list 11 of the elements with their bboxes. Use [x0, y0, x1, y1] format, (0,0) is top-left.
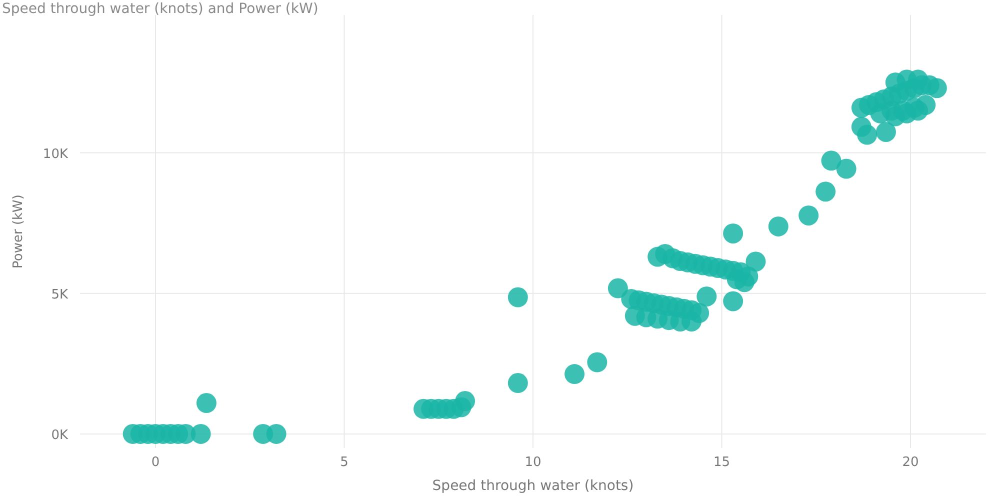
chart-title: Speed through water (knots) and Power (kW)	[2, 1, 318, 17]
x-tick-label: 10	[524, 455, 542, 470]
y-tick-label: 0K	[51, 428, 68, 443]
x-tick-label: 5	[340, 455, 348, 470]
y-axis-title: Power (kW)	[11, 194, 26, 268]
x-tick-label: 20	[902, 455, 919, 470]
x-tick-label: 15	[713, 455, 730, 470]
y-tick-label: 10K	[42, 146, 68, 162]
x-axis-title: Speed through water (knots)	[432, 478, 634, 494]
y-tick-label: 5K	[51, 287, 68, 302]
x-tick-label: 0	[151, 455, 160, 470]
